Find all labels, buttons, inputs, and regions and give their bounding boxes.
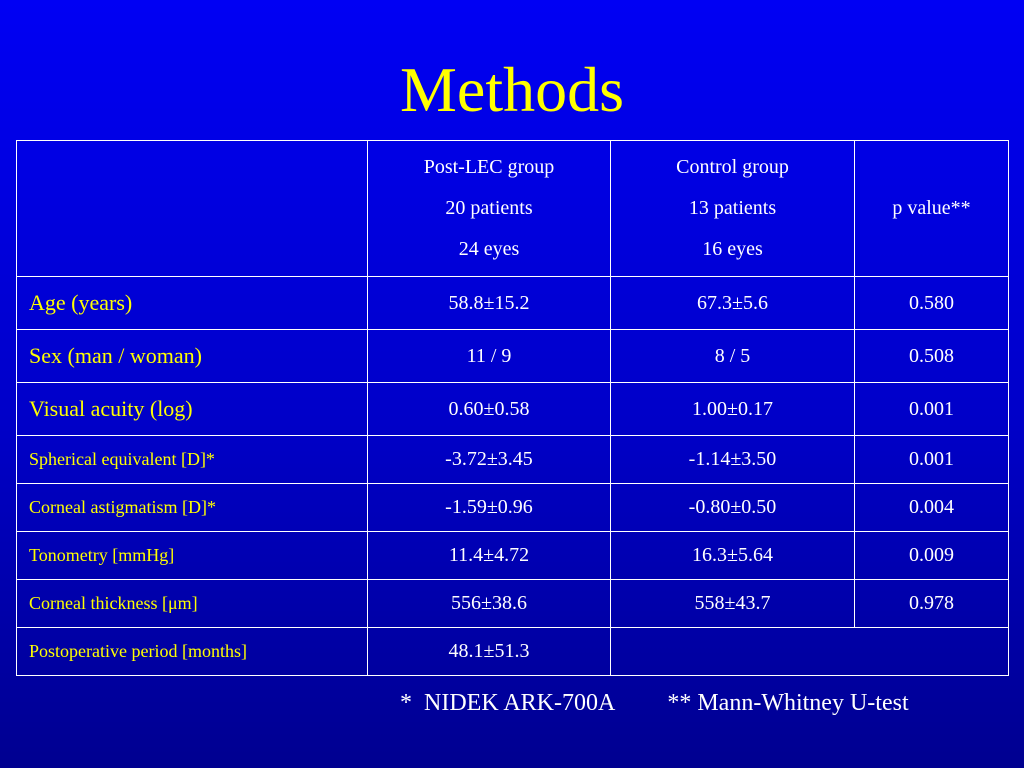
table-header-row: Post-LEC group 20 patients 24 eyes Contr… [16,140,1009,277]
control-value: 558±43.7 [610,579,855,628]
header-post-lec: Post-LEC group 20 patients 24 eyes [367,140,611,277]
p-value: 0.001 [854,382,1009,436]
p-value: 0.978 [854,579,1009,628]
table-row-visual-acuity: Visual acuity (log) 0.60±0.58 1.00±0.17 … [16,382,1009,436]
p-value: 0.009 [854,531,1009,580]
post-lec-value: 11 / 9 [367,329,611,383]
page-title: Methods [400,54,624,125]
header-control-line-1: Control group [676,156,789,178]
table-row-spherical-equivalent: Spherical equivalent [D]* -3.72±3.45 -1.… [16,435,1009,484]
control-value: -0.80±0.50 [610,483,855,532]
control-value: -1.14±3.50 [610,435,855,484]
footnote-mann-whitney: ** Mann-Whitney U-test [667,690,909,716]
post-lec-value: -1.59±0.96 [367,483,611,532]
table-row-age: Age (years) 58.8±15.2 67.3±5.6 0.580 [16,276,1009,330]
table-row-tonometry: Tonometry [mmHg] 11.4±4.72 16.3±5.64 0.0… [16,531,1009,580]
header-post-lec-line-2: 20 patients [445,197,533,219]
post-lec-value: 58.8±15.2 [367,276,611,330]
table-row-corneal-thickness: Corneal thickness [μm] 556±38.6 558±43.7… [16,579,1009,628]
row-label: Spherical equivalent [D]* [16,435,368,484]
table-row-corneal-astigmatism: Corneal astigmatism [D]* -1.59±0.96 -0.8… [16,483,1009,532]
table-row-sex: Sex (man / woman) 11 / 9 8 / 5 0.508 [16,329,1009,383]
post-lec-value: 556±38.6 [367,579,611,628]
header-post-lec-line-3: 24 eyes [458,238,520,260]
post-lec-value: 48.1±51.3 [367,627,611,676]
control-value: 16.3±5.64 [610,531,855,580]
row-label: Postoperative period [months] [16,627,368,676]
row-label: Visual acuity (log) [16,382,368,436]
header-control-line-3: 16 eyes [702,238,763,260]
header-control-line-2: 13 patients [688,197,777,219]
control-value: 67.3±5.6 [610,276,855,330]
p-value: 0.001 [854,435,1009,484]
empty-merged-cell [610,627,1009,676]
p-value: 0.580 [854,276,1009,330]
control-value: 1.00±0.17 [610,382,855,436]
table-row-postoperative-period: Postoperative period [months] 48.1±51.3 [16,627,1009,676]
header-empty-cell [16,140,368,277]
footnotes: * NIDEK ARK-700A ** Mann-Whitney U-test [400,690,909,717]
footnote-nidek: * NIDEK ARK-700A [400,690,616,716]
p-value: 0.004 [854,483,1009,532]
post-lec-value: 0.60±0.58 [367,382,611,436]
header-post-lec-line-1: Post-LEC group [423,156,555,178]
header-control: Control group 13 patients 16 eyes [610,140,855,277]
row-label: Age (years) [16,276,368,330]
post-lec-value: 11.4±4.72 [367,531,611,580]
p-value: 0.508 [854,329,1009,383]
header-p-value: p value** [854,140,1009,277]
row-label: Tonometry [mmHg] [16,531,368,580]
post-lec-value: -3.72±3.45 [367,435,611,484]
methods-table: Post-LEC group 20 patients 24 eyes Contr… [16,140,1009,676]
row-label: Corneal astigmatism [D]* [16,483,368,532]
row-label: Sex (man / woman) [16,329,368,383]
control-value: 8 / 5 [610,329,855,383]
row-label: Corneal thickness [μm] [16,579,368,628]
